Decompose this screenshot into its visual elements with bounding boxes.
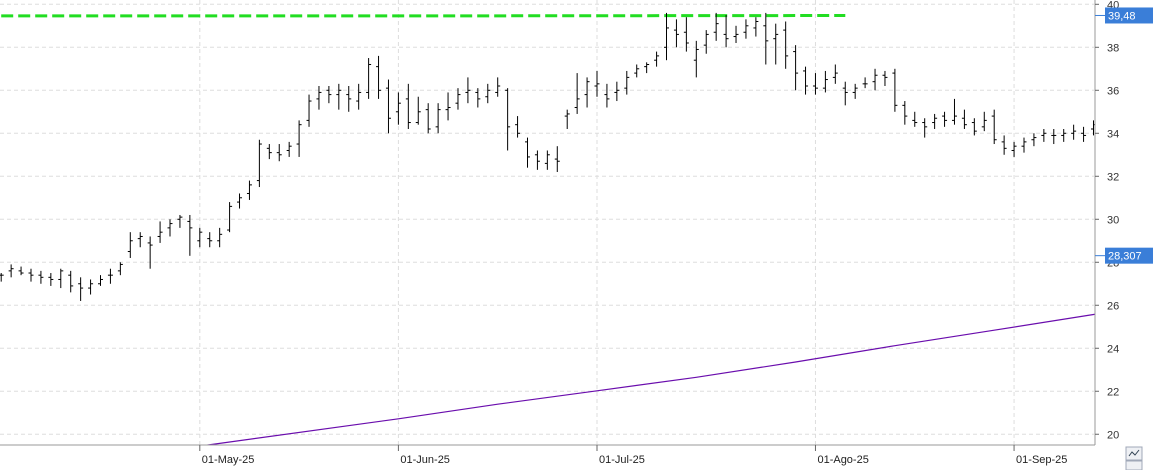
y-tick-label: 38	[1107, 42, 1119, 54]
scale-button[interactable]	[1126, 461, 1142, 470]
y-tick-label: 20	[1107, 429, 1119, 441]
y-tick-label: 34	[1107, 128, 1119, 140]
y-tick-label: 26	[1107, 300, 1119, 312]
y-tick-label: 32	[1107, 171, 1119, 183]
x-tick-label: 01-Jun-25	[400, 454, 450, 466]
x-tick-label: 01-Sep-25	[1016, 454, 1067, 466]
y-axis-panel	[1095, 0, 1154, 470]
x-tick-label: 01-Jul-25	[599, 454, 645, 466]
x-tick-label: 01-Ago-25	[817, 454, 868, 466]
y-tick-label: 22	[1107, 386, 1119, 398]
price-label: 39,48	[1108, 10, 1136, 22]
x-axis-panel	[0, 445, 1154, 470]
y-tick-label: 24	[1107, 343, 1119, 355]
y-tick-label: 30	[1107, 214, 1119, 226]
price-label: 28,307	[1108, 251, 1142, 263]
y-tick-label: 36	[1107, 85, 1119, 97]
x-tick-label: 01-May-25	[202, 454, 255, 466]
